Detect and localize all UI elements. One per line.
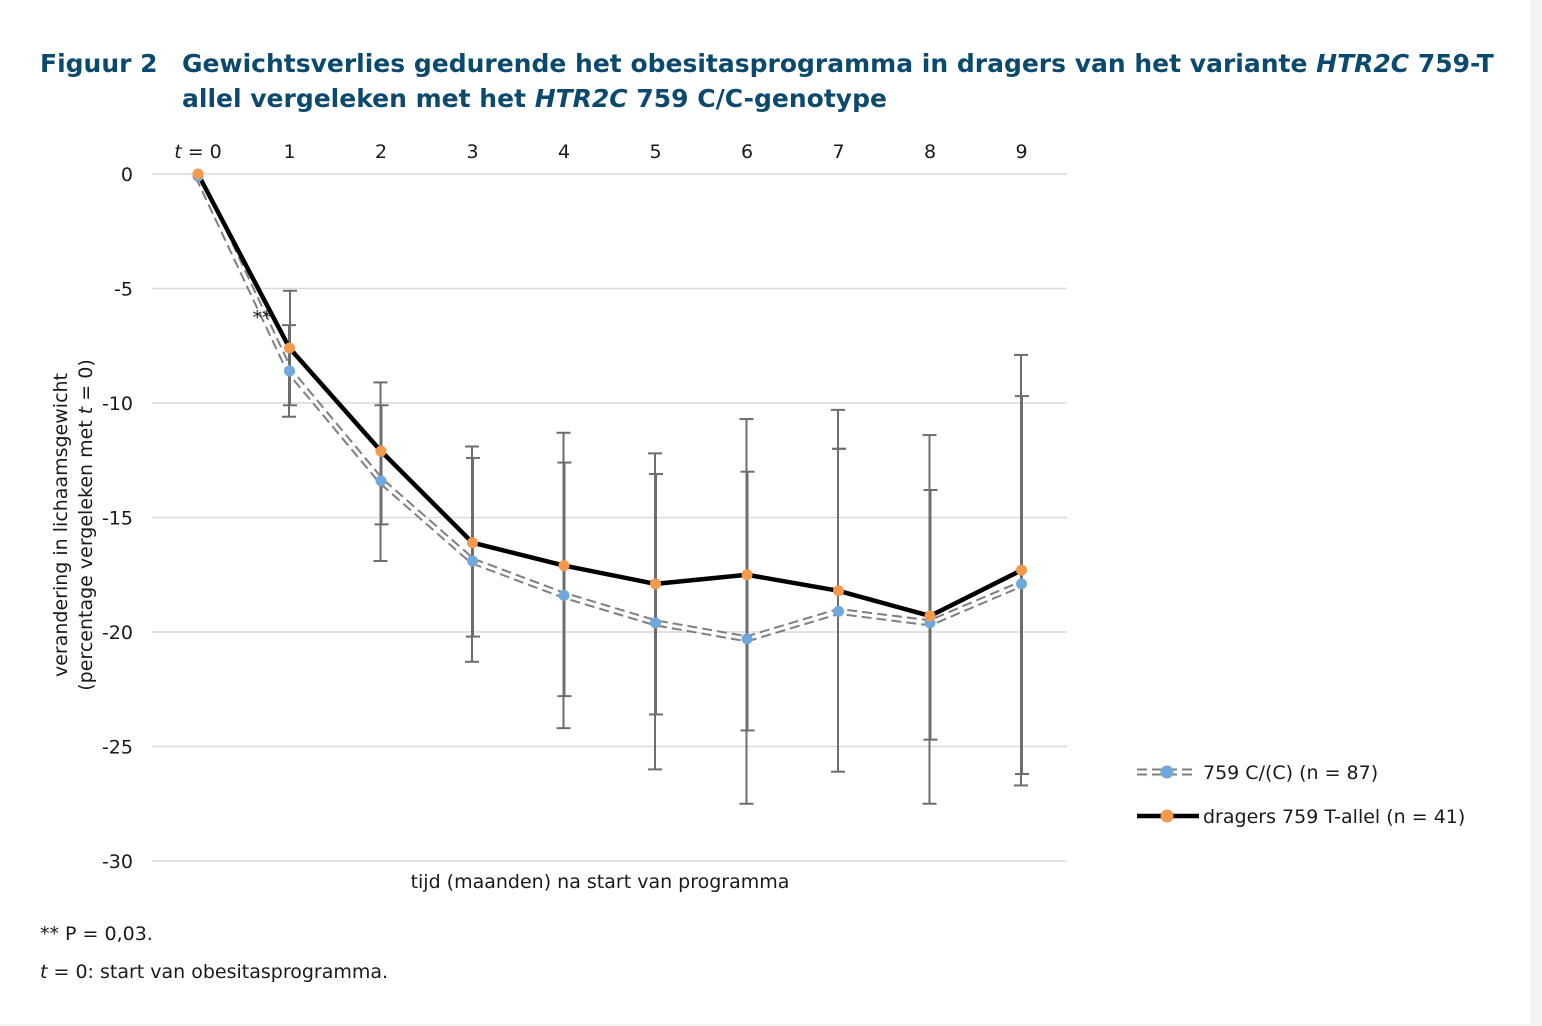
x-tick-label: 3 (466, 141, 478, 163)
y-tick-label: 0 (121, 164, 133, 186)
figure-title-part: 759-T allel vergeleken met het (182, 49, 1494, 113)
y-tick-label: -10 (102, 393, 133, 415)
y-tick-label: -20 (102, 622, 133, 644)
y-tick-label: -5 (114, 279, 133, 301)
marker-t-allel (192, 168, 204, 180)
marker-cc (558, 589, 570, 601)
x-tick-label: 7 (832, 141, 844, 163)
series-line-t-allel (196, 172, 1023, 619)
figure-number: Figuur 2 (40, 49, 158, 78)
chart: 0 -5 -10 -15 -20 -25 -30 t = 0 1 2 3 4 5 6 7 8 9 tijd (ma… (50, 141, 1465, 893)
x-tick-label: 5 (649, 141, 661, 163)
marker-cc (741, 633, 753, 645)
x-tick-label: 2 (375, 141, 387, 163)
marker-t-allel (1016, 564, 1027, 576)
figure-title-part: 759 C/C-genotype (627, 84, 887, 113)
marker-cc (284, 365, 295, 377)
footnote-p-value: ** P = 0,03. (40, 923, 153, 945)
footnote-t0: t = 0: start van obesitasprogramma. (40, 961, 388, 983)
x-tick-label: 1 (283, 141, 295, 163)
legend-marker (1160, 809, 1174, 823)
marker-t-allel (284, 342, 295, 354)
x-tick-label: 8 (924, 141, 936, 163)
legend-label: dragers 759 T-allel (n = 41) (1203, 806, 1465, 828)
y-tick-label: -15 (102, 508, 133, 530)
significance-annotation: ** (253, 307, 272, 329)
figure-title-part: Gewichtsverlies gedurende het obesitaspr… (182, 49, 1317, 78)
y-tick-label: -25 (102, 737, 133, 759)
x-tick-label: 6 (741, 141, 753, 163)
y-axis-label: verandering in lichaamsgewicht (50, 373, 72, 677)
marker-cc (467, 555, 478, 567)
x-tick-label: 4 (558, 141, 570, 163)
x-tick-label: 9 (1015, 141, 1027, 163)
marker-cc (650, 617, 661, 629)
series-line-cc-inner (196, 175, 1023, 641)
x-tick-label: t = 0 (174, 141, 222, 163)
marker-t-allel (924, 610, 936, 622)
figure-title-part: HTR2C (534, 84, 628, 113)
marker-cc (1016, 578, 1027, 590)
marker-t-allel (375, 445, 387, 457)
y-axis-label-2: (percentage vergeleken met t = 0) (75, 359, 97, 690)
marker-t-allel (558, 560, 570, 572)
marker-cc (375, 475, 387, 487)
marker-t-allel (833, 585, 844, 597)
y-tick-label: -30 (102, 851, 133, 873)
footnote-t0-text: = 0: start van obesitasprogramma. (47, 961, 389, 983)
x-axis-label: tijd (maanden) na start van programma (411, 871, 790, 893)
legend-label: 759 C/(C) (n = 87) (1203, 762, 1378, 784)
marker-cc (833, 605, 844, 617)
marker-t-allel (741, 569, 753, 581)
marker-t-allel (467, 537, 478, 549)
legend-marker (1160, 765, 1174, 779)
figure-title-part: HTR2C (1316, 49, 1410, 78)
marker-t-allel (650, 578, 661, 590)
footnote-t0-italic: t (40, 961, 48, 983)
figure-title: Gewichtsverlies gedurende het obesitaspr… (182, 46, 1512, 116)
